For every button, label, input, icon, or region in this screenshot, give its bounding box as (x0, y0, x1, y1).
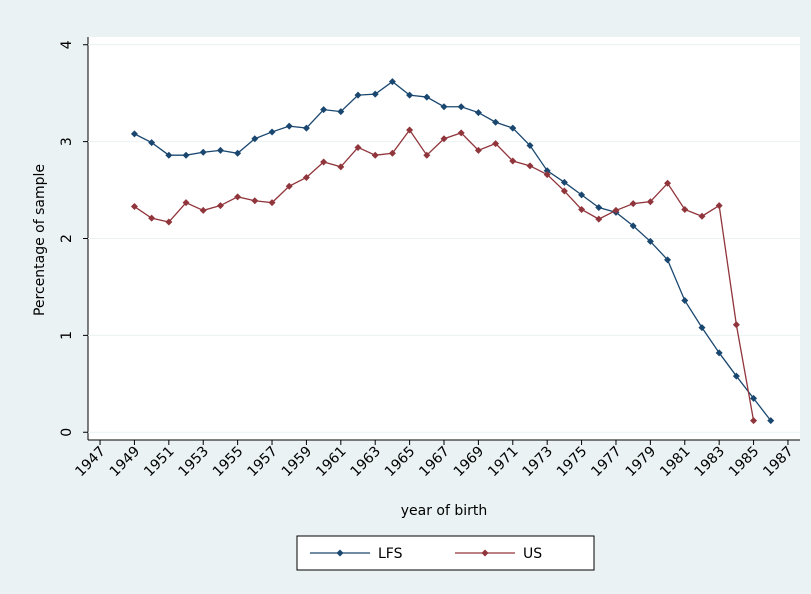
y-tick-label: 0 (59, 428, 75, 437)
point (388, 78, 396, 86)
point (629, 200, 637, 208)
point (492, 118, 500, 126)
point (182, 199, 190, 207)
point (423, 93, 431, 101)
point (199, 148, 207, 156)
point (302, 124, 310, 132)
y-tick-label: 4 (59, 40, 75, 49)
point (251, 135, 259, 143)
legend-marker (481, 549, 489, 557)
point (285, 122, 293, 130)
point (199, 206, 207, 214)
point (337, 108, 345, 116)
point (560, 187, 568, 195)
point (371, 90, 379, 98)
point (681, 205, 689, 213)
point (285, 182, 293, 190)
point (130, 203, 138, 211)
point (526, 162, 534, 170)
point (165, 151, 173, 159)
point (130, 130, 138, 138)
point (268, 128, 276, 136)
point (578, 205, 586, 213)
point (337, 163, 345, 171)
point (732, 321, 740, 329)
point (474, 146, 482, 154)
point (578, 191, 586, 199)
point (646, 198, 654, 206)
x-axis-label: year of birth (401, 503, 488, 519)
point (715, 349, 723, 357)
point (664, 179, 672, 187)
point (543, 167, 551, 175)
point (509, 124, 517, 132)
point (612, 206, 620, 214)
point (234, 149, 242, 157)
point (715, 202, 723, 210)
point (698, 212, 706, 220)
series-line (134, 80, 772, 422)
point (457, 129, 465, 137)
point (629, 222, 637, 230)
point (406, 126, 414, 134)
point (474, 109, 482, 117)
point (302, 173, 310, 181)
point (354, 143, 362, 151)
point (664, 256, 672, 264)
point (732, 372, 740, 380)
point (234, 193, 242, 201)
point (492, 140, 500, 148)
point (698, 324, 706, 332)
point (646, 237, 654, 245)
point (595, 204, 603, 211)
point (148, 139, 156, 147)
point (406, 91, 414, 99)
point (440, 103, 448, 111)
point (268, 199, 276, 207)
point (388, 149, 396, 157)
point (182, 151, 190, 159)
y-tick-label: 2 (59, 234, 75, 243)
y-tick-label: 1 (59, 331, 75, 340)
point (750, 394, 758, 402)
point (509, 157, 517, 165)
point (423, 151, 431, 159)
legend-marker (336, 549, 344, 557)
point (440, 135, 448, 143)
point (681, 297, 689, 304)
point (526, 142, 534, 149)
point (560, 178, 568, 186)
legend-label: LFS (378, 546, 403, 562)
point (148, 214, 156, 222)
point (320, 106, 328, 114)
point (750, 417, 758, 425)
point (216, 202, 224, 210)
point (371, 151, 379, 159)
y-axis-label: Percentage of sample (32, 164, 48, 316)
point (543, 171, 551, 179)
y-tick-label: 3 (59, 137, 75, 146)
point (767, 417, 775, 425)
point (320, 158, 328, 166)
point (165, 218, 173, 226)
point (457, 103, 465, 111)
point (595, 215, 603, 223)
legend-label: US (523, 546, 542, 562)
point (216, 146, 224, 154)
point (354, 91, 362, 99)
point (251, 197, 259, 205)
